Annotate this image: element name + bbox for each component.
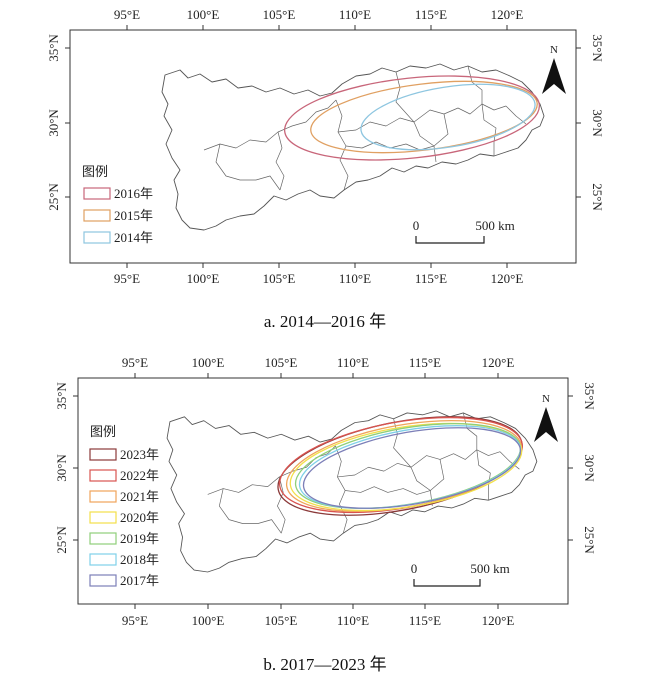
- figure-caption-b: b. 2017—2023 年: [263, 655, 386, 674]
- legend-a: 图例 2016年 2015年 2014年: [82, 164, 153, 245]
- lon-label-bottom: 100°E: [192, 613, 225, 628]
- legend-swatch: [89, 490, 117, 503]
- legend-title: 图例: [82, 164, 108, 179]
- map-panel-b: 95°E 100°E 105°E 110°E 115°E 120°E 95°E …: [54, 355, 597, 674]
- lon-label-bottom: 95°E: [114, 271, 140, 286]
- legend-swatch: [83, 231, 111, 244]
- lon-label-bottom: 115°E: [409, 613, 441, 628]
- map-panel-a: 95°E 100°E 105°E 110°E 115°E 120°E 95°E …: [46, 7, 605, 331]
- lat-label-left: 25°N: [54, 526, 69, 554]
- legend-label: 2015年: [114, 208, 153, 223]
- north-label: N: [542, 393, 550, 405]
- legend-label: 2021年: [120, 489, 159, 504]
- lon-label-bottom: 105°E: [265, 613, 298, 628]
- legend-label: 2017年: [120, 573, 159, 588]
- lon-label-bottom: 120°E: [491, 271, 524, 286]
- lon-label-bottom: 100°E: [187, 271, 220, 286]
- legend-swatch: [89, 553, 117, 566]
- lon-label-top: 120°E: [491, 7, 524, 22]
- region-outline-a: [161, 63, 545, 231]
- ellipses-a: [283, 75, 541, 161]
- lon-label-top: 115°E: [409, 355, 441, 370]
- lat-label-right: 25°N: [590, 183, 605, 211]
- legend-swatch: [89, 532, 117, 545]
- scale-start: 0: [413, 218, 420, 233]
- lon-label-top: 115°E: [415, 7, 447, 22]
- legend-label: 2019年: [120, 531, 159, 546]
- lon-ticks-a: [65, 25, 581, 268]
- ellipse-2017: [302, 427, 522, 509]
- lon-label-bottom: 115°E: [415, 271, 447, 286]
- legend-swatch: [83, 209, 111, 222]
- lon-label-top: 100°E: [187, 7, 220, 22]
- lon-ticks-b: [73, 373, 573, 609]
- north-arrow-icon: N: [542, 44, 566, 94]
- lat-label-right: 25°N: [582, 526, 597, 554]
- lon-label-top: 100°E: [192, 355, 225, 370]
- lon-label-top: 110°E: [337, 355, 369, 370]
- scale-end: 500 km: [475, 218, 514, 233]
- lon-label-bottom: 110°E: [337, 613, 369, 628]
- lon-label-top: 105°E: [263, 7, 296, 22]
- legend-swatch: [89, 448, 117, 461]
- legend-swatch: [89, 574, 117, 587]
- legend-b: 图例 2023年 2022年 2021年 2020年 2019年 2018年 2…: [89, 424, 159, 588]
- legend-label: 2020年: [120, 510, 159, 525]
- lat-label-right: 30°N: [590, 109, 605, 137]
- lon-label-bottom: 110°E: [339, 271, 371, 286]
- lon-label-top: 95°E: [114, 7, 140, 22]
- lat-label-left: 35°N: [54, 382, 69, 410]
- lon-label-bottom: 105°E: [263, 271, 296, 286]
- legend-label: 2014年: [114, 230, 153, 245]
- ellipses-b: [277, 416, 524, 516]
- legend-label: 2022年: [120, 468, 159, 483]
- legend-label: 2016年: [114, 186, 153, 201]
- lon-label-top: 95°E: [122, 355, 148, 370]
- north-arrow-icon: N: [534, 393, 558, 442]
- scale-bar-b: 0 500 km: [411, 561, 510, 587]
- lon-label-top: 105°E: [265, 355, 298, 370]
- lon-label-bottom: 120°E: [482, 613, 515, 628]
- lat-label-right: 30°N: [582, 454, 597, 482]
- legend-label: 2023年: [120, 447, 159, 462]
- lat-label-left: 30°N: [54, 454, 69, 482]
- figure-caption-a: a. 2014—2016 年: [264, 312, 386, 331]
- legend-label: 2018年: [120, 552, 159, 567]
- north-label: N: [550, 44, 558, 56]
- map-frame-a: [69, 29, 577, 264]
- legend-swatch: [83, 187, 111, 200]
- legend-swatch: [89, 469, 117, 482]
- lon-label-bottom: 95°E: [122, 613, 148, 628]
- scale-bar-a: 0 500 km: [413, 218, 515, 244]
- lat-label-left: 35°N: [46, 34, 61, 62]
- lat-label-right: 35°N: [582, 382, 597, 410]
- lat-label-left: 30°N: [46, 109, 61, 137]
- lat-label-left: 25°N: [46, 183, 61, 211]
- region-outline-b: [166, 410, 538, 573]
- scale-start: 0: [411, 561, 418, 576]
- ellipse-2020: [289, 422, 523, 512]
- map-frame-b: [77, 377, 569, 605]
- scale-end: 500 km: [470, 561, 509, 576]
- ellipse-2014: [360, 83, 536, 151]
- legend-title: 图例: [90, 424, 116, 439]
- legend-swatch: [89, 511, 117, 524]
- lon-label-top: 110°E: [339, 7, 371, 22]
- lon-label-top: 120°E: [482, 355, 515, 370]
- lat-label-right: 35°N: [590, 34, 605, 62]
- ellipse-2016: [283, 75, 541, 161]
